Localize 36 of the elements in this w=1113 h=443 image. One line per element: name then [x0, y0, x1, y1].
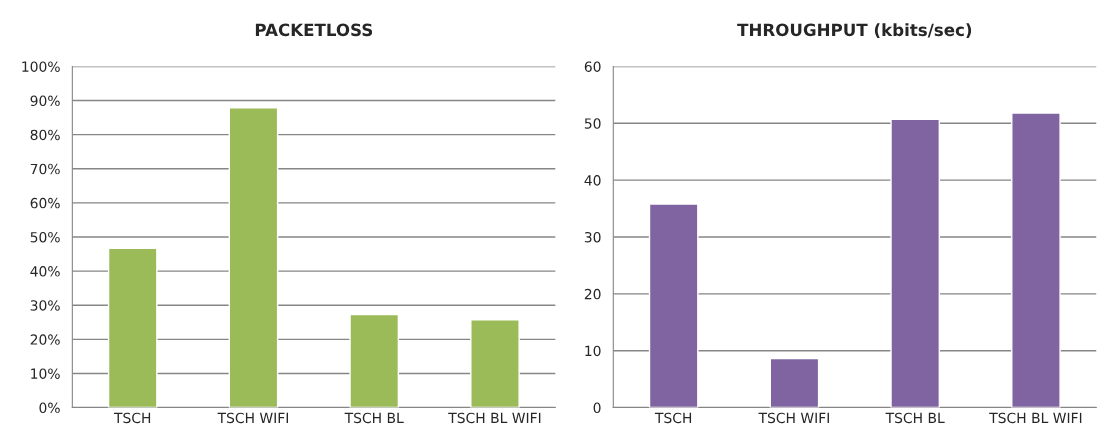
x-tick-label: TSCH BL WIFI [989, 412, 1082, 424]
x-tick-label: TSCH [654, 412, 692, 424]
chart-title: PACKETLOSS [255, 23, 373, 37]
y-tick-label: 30% [30, 300, 60, 311]
bar [349, 313, 400, 408]
y-tick-label: 50% [30, 231, 60, 243]
x-tick-label: TSCH [113, 412, 151, 424]
y-tick-label: 70% [30, 163, 60, 175]
bar [470, 319, 520, 408]
bar [107, 247, 158, 408]
y-tick-label: 30 [584, 231, 601, 243]
y-tick-label: 20% [30, 334, 60, 345]
bar [1011, 112, 1061, 408]
x-tick-label: TSCH BL [344, 412, 404, 424]
bar [890, 118, 941, 408]
y-tick-label: 0% [39, 402, 60, 414]
x-tick-label: TSCH WIFI [217, 412, 288, 424]
y-tick-label: 40 [584, 175, 601, 186]
y-tick-label: 100% [22, 61, 60, 72]
chart-title: THROUGHPUT (kbits/sec) [737, 23, 972, 39]
bar [228, 107, 279, 408]
y-tick-label: 60% [30, 197, 60, 209]
y-tick-label: 50 [584, 118, 601, 129]
y-tick-label: 90% [30, 95, 60, 107]
y-tick-label: 80% [30, 129, 60, 141]
y-tick-label: 0 [593, 402, 601, 414]
y-tick-label: 60 [584, 61, 601, 72]
x-tick-label: TSCH BL WIFI [448, 412, 541, 424]
x-tick-label: TSCH BL [885, 412, 945, 424]
y-tick-label: 20 [584, 288, 601, 300]
y-tick-label: 40% [30, 266, 60, 277]
x-tick-label: TSCH WIFI [758, 412, 829, 424]
bar [769, 357, 820, 408]
bar [648, 203, 699, 408]
y-tick-label: 10 [585, 345, 601, 357]
y-tick-label: 10% [31, 368, 60, 379]
